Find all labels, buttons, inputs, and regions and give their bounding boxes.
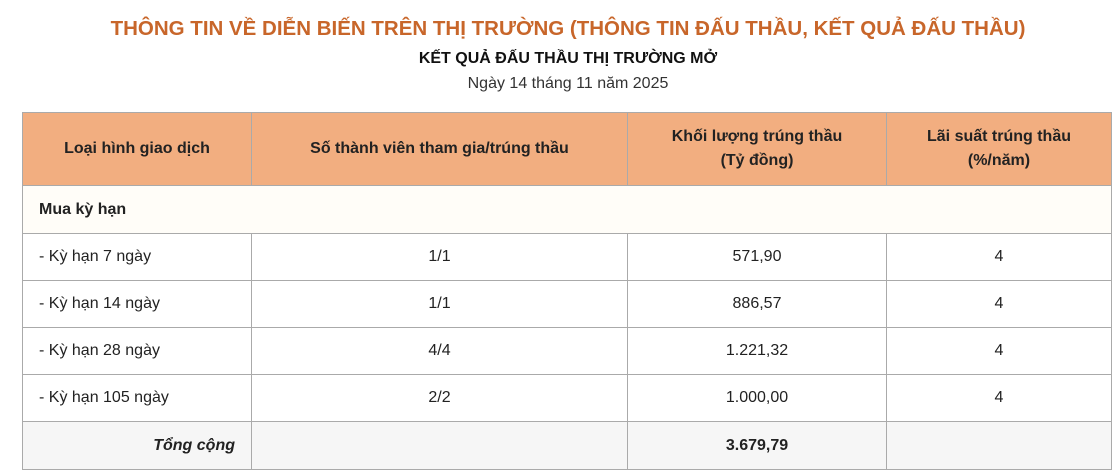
header-unit: (%/năm) [967,152,1031,169]
group-row: Mua kỳ hạn [22,185,1112,234]
header-text: Lãi suất trúng thầu [927,128,1071,145]
volume-cell: 1.000,00 [627,374,887,422]
rate-cell: 4 [886,327,1112,375]
table-row: - Kỳ hạn 14 ngày 1/1 886,57 4 [22,280,1112,328]
report-date: Ngày 14 tháng 11 năm 2025 [467,75,669,92]
column-header-members: Số thành viên tham gia/trúng thầu [251,112,628,186]
rate-cell: 4 [886,233,1112,281]
members-cell: 1/1 [251,280,628,328]
page-title: THÔNG TIN VỀ DIỄN BIẾN TRÊN THỊ TRƯỜNG (… [110,17,1026,40]
volume-cell: 1.221,32 [627,327,887,375]
members-cell: 2/2 [251,374,628,422]
term-cell: - Kỳ hạn 7 ngày [22,233,252,281]
term-cell: - Kỳ hạn 105 ngày [22,374,252,422]
total-volume: 3.679,79 [627,421,887,470]
total-rate-cell [886,421,1112,470]
header-text: Số thành viên tham gia/trúng thầu [310,140,569,157]
total-label: Tổng cộng [22,421,252,470]
members-cell: 4/4 [251,327,628,375]
group-label: Mua kỳ hạn [22,185,1112,234]
rate-cell: 4 [886,280,1112,328]
column-header-transaction-type: Loại hình giao dịch [22,112,252,186]
term-cell: - Kỳ hạn 14 ngày [22,280,252,328]
table-header-row: Loại hình giao dịch Số thành viên tham g… [22,112,1112,186]
auction-results-table: Loại hình giao dịch Số thành viên tham g… [22,112,1112,470]
table-row: - Kỳ hạn 105 ngày 2/2 1.000,00 4 [22,374,1112,422]
total-row: Tổng cộng 3.679,79 [22,421,1112,470]
page-subtitle: KẾT QUẢ ĐẤU THẦU THỊ TRƯỜNG MỞ [418,50,718,67]
rate-cell: 4 [886,374,1112,422]
volume-cell: 886,57 [627,280,887,328]
header-text: Loại hình giao dịch [64,140,210,157]
term-cell: - Kỳ hạn 28 ngày [22,327,252,375]
total-members-cell [251,421,628,470]
table-row: - Kỳ hạn 28 ngày 4/4 1.221,32 4 [22,327,1112,375]
column-header-volume: Khối lượng trúng thầu (Tỷ đồng) [627,112,887,186]
table-row: - Kỳ hạn 7 ngày 1/1 571,90 4 [22,233,1112,281]
members-cell: 1/1 [251,233,628,281]
header-text: Khối lượng trúng thầu [671,128,843,145]
volume-cell: 571,90 [627,233,887,281]
header-unit: (Tỷ đồng) [720,152,794,169]
column-header-rate: Lãi suất trúng thầu (%/năm) [886,112,1112,186]
